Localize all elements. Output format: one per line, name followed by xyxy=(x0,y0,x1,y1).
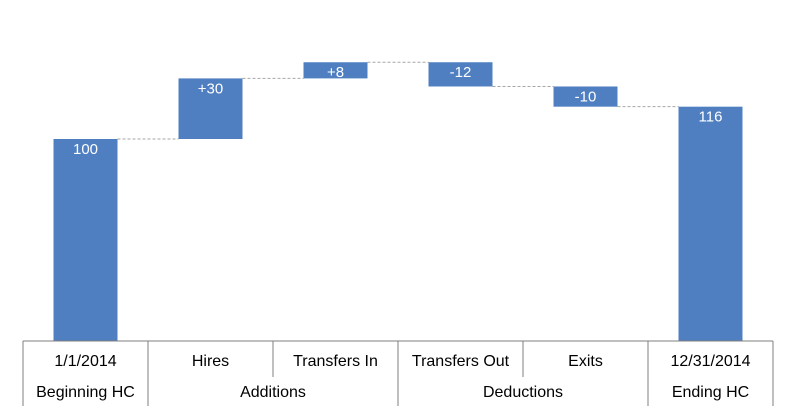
category-label: 1/1/2014 xyxy=(54,353,116,370)
group-label: Deductions xyxy=(483,384,563,401)
bar-hires xyxy=(178,78,243,139)
group-label: Ending HC xyxy=(672,384,749,401)
group-label: Beginning HC xyxy=(36,384,135,401)
category-label: Hires xyxy=(192,353,229,370)
bar-12-31-2014 xyxy=(678,106,743,342)
bar-1-1-2014 xyxy=(53,139,118,341)
bar-transfers-out xyxy=(428,62,493,87)
bar-transfers-in xyxy=(303,62,368,79)
data-label: -10 xyxy=(575,88,597,105)
data-label: -12 xyxy=(450,64,472,81)
data-label: +30 xyxy=(198,80,223,97)
data-label: +8 xyxy=(327,64,344,81)
data-label: 116 xyxy=(699,109,723,126)
category-label: Transfers In xyxy=(293,353,378,370)
category-label: 12/31/2014 xyxy=(670,353,750,370)
category-label: Exits xyxy=(568,353,603,370)
category-label: Transfers Out xyxy=(412,353,510,370)
group-label: Additions xyxy=(240,384,306,401)
data-label: 100 xyxy=(73,141,98,158)
bar-exits xyxy=(553,86,618,107)
